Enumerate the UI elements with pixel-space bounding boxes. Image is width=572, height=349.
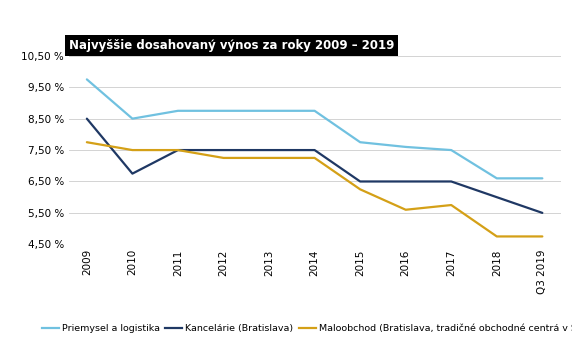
Text: Najvyššie dosahovaný výnos za roky 2009 – 2019: Najvyššie dosahovaný výnos za roky 2009 … xyxy=(69,39,394,52)
Legend: Priemysel a logistika, Kancelárie (Bratislava), Maloobchod (Bratislava, tradičné: Priemysel a logistika, Kancelárie (Brati… xyxy=(38,321,572,337)
